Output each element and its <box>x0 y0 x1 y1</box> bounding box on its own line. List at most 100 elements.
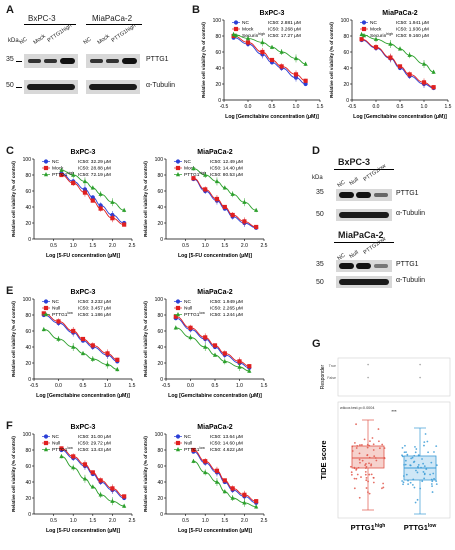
data-point <box>105 362 110 367</box>
fit-line <box>43 328 118 370</box>
y-tick-label: 0 <box>28 237 31 243</box>
data-point <box>71 454 76 459</box>
lane-label: NC <box>82 36 93 46</box>
jitter-point <box>361 459 364 462</box>
data-point <box>71 172 76 177</box>
series-group <box>231 31 308 66</box>
y-axis-label: Relative cell viability (% of control) <box>11 161 16 237</box>
data-point <box>231 31 236 37</box>
x-tick-label: 0.5 <box>269 104 276 110</box>
data-point <box>90 198 95 203</box>
jitter-point <box>374 457 377 459</box>
chart-title: MiaPaCa-2 <box>382 10 418 17</box>
group-label: PTTG1high <box>351 523 386 532</box>
data-point <box>269 57 275 63</box>
box-group <box>349 419 386 511</box>
data-point <box>222 351 227 356</box>
legend-ic50: IC50: 1.186 μM <box>78 312 111 318</box>
protein-label: α-Tubulin <box>396 210 426 217</box>
x-tick-label: 1.5 <box>221 518 228 524</box>
jitter-point <box>353 477 356 480</box>
legend-ic50: IC50: 9.160 μM <box>396 33 429 39</box>
jitter-point <box>353 442 356 444</box>
chart-e-bxpc3: BxPC-3 0 20 40 60 80 100 -0.5 0.0 0.5 1.0 1.5 Log [G… <box>11 289 136 399</box>
lane-label: Null <box>348 176 360 187</box>
jitter-point <box>368 456 371 459</box>
protein-label: α-Tubulin <box>146 82 176 89</box>
jitter-point <box>359 444 361 446</box>
jitter-point <box>356 473 359 476</box>
y-axis-label: Relative cell viability (% of control) <box>329 22 334 98</box>
lane-label: Null <box>348 249 360 260</box>
data-point <box>421 80 427 85</box>
legend-ic50: IC50: 1.244 μM <box>210 312 243 318</box>
legend-ic50: IC50: 72.19 μM <box>78 172 111 178</box>
jitter-point <box>357 466 360 469</box>
x-tick-label: 1.5 <box>445 104 452 110</box>
y-tick-label: 40 <box>343 66 349 72</box>
y-axis-label: TIDE score <box>319 440 328 479</box>
jitter-point <box>419 487 422 490</box>
mw-marker: 35 <box>316 261 324 268</box>
x-axis-label: Log [Gemcitabine concentration (μM)] <box>168 393 262 399</box>
jitter-point <box>407 479 409 482</box>
jitter-point <box>423 441 426 444</box>
data-point <box>90 185 95 190</box>
data-point <box>388 55 393 60</box>
data-point <box>98 492 103 497</box>
data-point <box>254 207 259 212</box>
cell-line-bracket <box>334 169 394 170</box>
mw-marker: 50 <box>316 279 324 286</box>
jitter-point <box>423 472 426 475</box>
x-tick-label: 0.0 <box>55 383 62 389</box>
jitter-point <box>355 423 357 426</box>
data-point <box>90 356 95 361</box>
jitter-point <box>404 463 407 466</box>
panel-letter-a: A <box>6 4 14 16</box>
x-tick-label: 1.5 <box>261 383 268 389</box>
data-point <box>59 453 64 459</box>
jitter-point <box>407 483 410 486</box>
jitter-point <box>412 478 415 481</box>
jitter-point <box>424 433 427 435</box>
legend-label: PTTG1low <box>52 311 73 318</box>
x-tick-label: 1.0 <box>236 383 243 389</box>
y-tick-label: 0 <box>28 512 31 518</box>
jitter-point <box>421 480 424 483</box>
x-tick-label: 2.0 <box>109 518 116 524</box>
jitter-point <box>368 492 371 495</box>
chart-b-bxpc3: BxPC-3 0 20 40 60 80 100 -0.5 0.0 0.5 1.0 1.5 Log [G… <box>201 10 324 120</box>
data-point <box>242 219 247 224</box>
legend-ic50: IC50: 1.949 μM <box>210 299 243 305</box>
jitter-point <box>353 487 356 490</box>
jitter-point <box>359 461 361 464</box>
facet-mark: + <box>419 375 422 380</box>
jitter-point <box>365 476 368 479</box>
series-group <box>41 312 120 372</box>
legend-label: Null <box>52 441 60 447</box>
legend-ic50: IC50: 31.00 μM <box>78 434 111 440</box>
fit-line <box>175 316 250 367</box>
y-tick-label: 80 <box>157 313 163 319</box>
jitter-point <box>358 452 361 455</box>
data-point <box>242 199 247 204</box>
jitter-point <box>358 458 361 461</box>
y-tick-label: 80 <box>25 313 31 319</box>
jitter-point <box>401 455 404 458</box>
group-label: PTTG1low <box>404 523 437 532</box>
marker-tick <box>16 87 22 88</box>
series-group <box>174 440 259 504</box>
series-group <box>174 447 259 509</box>
x-tick-label: 2.0 <box>109 243 116 249</box>
x-tick-label: 0.0 <box>187 383 194 389</box>
x-tick-label: 1.5 <box>317 104 324 110</box>
data-point <box>237 364 242 369</box>
jitter-point <box>355 468 358 470</box>
jitter-point <box>435 464 438 467</box>
x-tick-label: 2.0 <box>241 243 248 249</box>
series-group <box>173 312 252 373</box>
y-tick-label: 60 <box>157 464 163 470</box>
jitter-point <box>404 444 406 447</box>
jitter-point <box>411 456 414 459</box>
jitter-point <box>375 459 378 462</box>
